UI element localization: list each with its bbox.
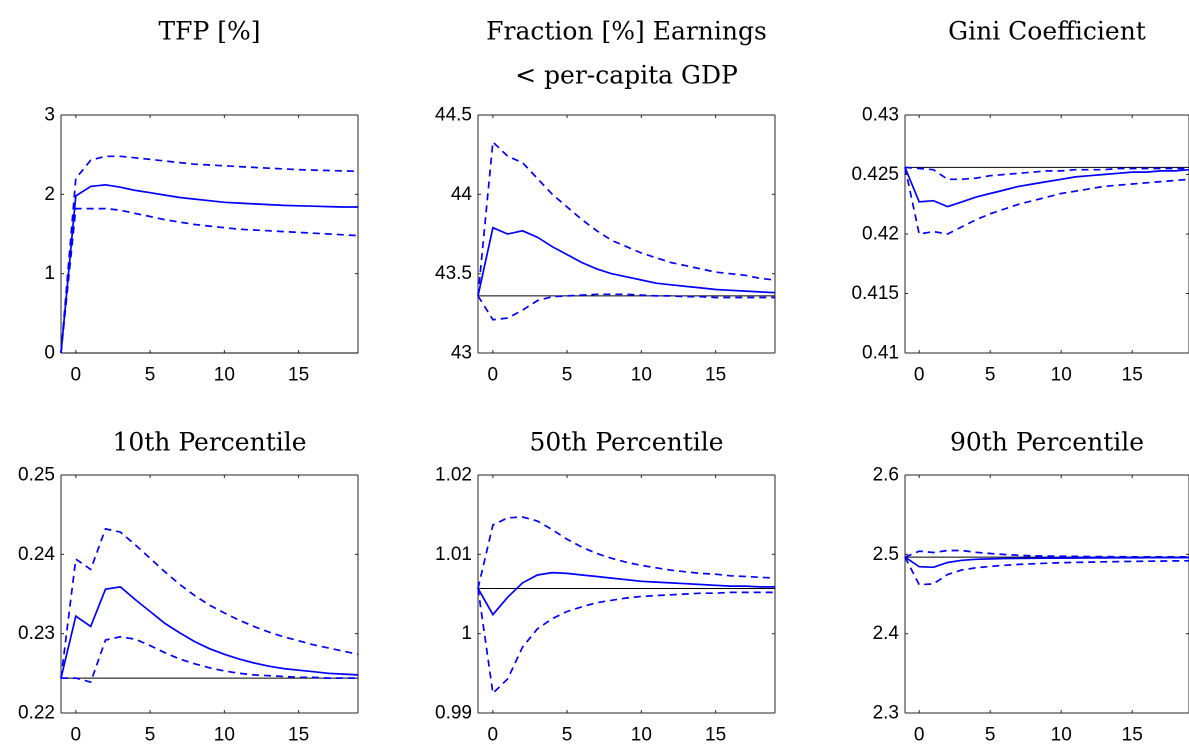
chart-title: 50th Percentile [529,428,723,457]
x-tick-label: 0 [488,725,499,746]
y-tick-label: 2.4 [873,623,900,644]
upper-band-line [60,527,359,679]
y-tick-label: 1.02 [435,465,472,486]
impulse-response-line [904,167,1189,208]
x-tick-label: 5 [985,365,996,386]
y-tick-label: 0.22 [18,703,55,724]
y-tick-label: 2.6 [873,465,899,486]
chart-title: TFP [%] [158,17,260,46]
y-tick-label: 2.5 [873,544,899,565]
x-tick-label: 10 [631,365,652,386]
x-tick-label: 15 [1122,365,1143,386]
y-tick-label: 0.23 [18,623,55,644]
y-tick-label: 0.41 [862,343,899,364]
y-tick-label: 0.42 [862,224,899,245]
chart-title: Gini Coefficient [948,17,1146,46]
x-tick-label: 5 [145,365,156,386]
chart-panel-4: 10th Percentile 0 5 10 15 0.22 0.23 0.24 0.25 [18,428,359,746]
x-tick-label: 5 [145,725,156,746]
impulse-response-line [477,226,776,297]
y-tick-label: 43.5 [435,263,472,284]
impulse-response-line [60,586,359,679]
x-tick-label: 5 [562,725,573,746]
x-tick-label: 10 [214,725,235,746]
x-tick-label: 15 [1122,725,1143,746]
y-tick-label: 44 [451,184,473,205]
x-tick-label: 5 [562,365,573,386]
y-tick-label: 0.25 [18,465,55,486]
y-tick-label: 2 [44,184,55,205]
y-tick-label: 1 [44,263,55,284]
upper-band-line [477,140,776,296]
x-tick-label: 0 [71,725,82,746]
lower-band-line [904,167,1189,235]
upper-band-line [60,155,359,354]
impulse-response-line [477,571,775,617]
y-tick-label: 0.43 [862,105,899,126]
y-tick-label: 0.24 [18,544,55,565]
lower-band-line [904,556,1189,586]
impulse-response-line [60,183,358,354]
chart-title: 10th Percentile [112,428,306,457]
x-tick-label: 15 [705,365,726,386]
chart-title: 90th Percentile [950,428,1144,457]
chart-panel-1: TFP [%] 0 5 10 15 0 1 2 3 [44,17,359,386]
lower-band-line [60,207,359,354]
x-tick-label: 15 [288,725,309,746]
y-tick-label: 43 [451,343,472,364]
y-tick-label: 1 [461,623,472,644]
x-tick-label: 0 [71,365,82,386]
y-tick-label: 0.415 [851,283,899,304]
x-tick-label: 0 [488,365,499,386]
chart-panel-3: Gini Coefficient 0 5 10 15 0.41 0.415 0.42 0.425… [851,17,1189,386]
upper-band-line [904,549,1189,558]
y-tick-label: 0 [44,343,55,364]
chart-title: Fraction [%] Earnings [486,17,767,46]
x-tick-label: 10 [1051,725,1072,746]
y-tick-label: 2.3 [873,703,899,724]
x-tick-label: 15 [288,365,309,386]
y-tick-label: 44.5 [435,105,472,126]
y-tick-label: 3 [44,105,55,126]
x-tick-label: 15 [705,725,726,746]
y-tick-label: 0.425 [851,164,899,185]
chart-panel-6: 90th Percentile 0 5 10 15 2.3 2.4 2.5 2.6 [873,428,1189,746]
chart-title: < per-capita GDP [515,61,738,90]
y-tick-label: 0.99 [435,703,472,724]
lower-band-line [477,293,775,321]
impulse-response-line [904,556,1189,569]
x-tick-label: 10 [214,365,235,386]
chart-panel-2: Fraction [%] Earnings < per-capita GDP 0 5 1… [435,17,776,386]
x-tick-label: 0 [914,365,925,386]
x-tick-label: 5 [985,725,996,746]
x-tick-label: 0 [914,725,925,746]
lower-band-line [477,588,775,695]
upper-band-line [477,516,776,589]
upper-band-line [904,166,1189,181]
x-tick-label: 10 [631,725,652,746]
lower-band-line [61,635,358,684]
chart-panel-5: 50th Percentile 0 5 10 15 0.99 1 1.01 1.02 [435,428,776,746]
x-tick-label: 10 [1051,365,1072,386]
y-tick-label: 1.01 [435,544,472,565]
